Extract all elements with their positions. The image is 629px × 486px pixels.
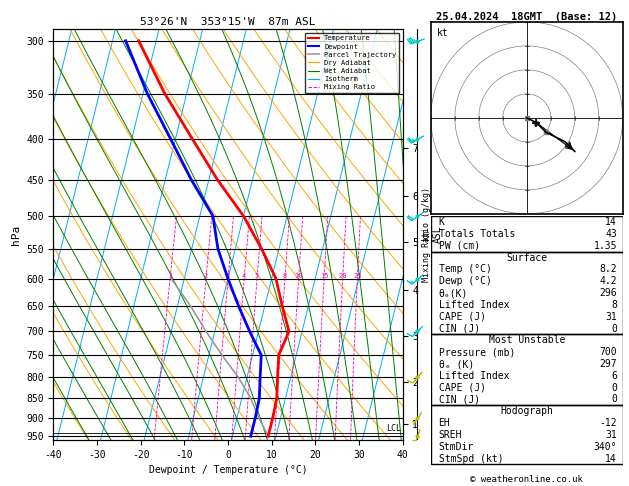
Title: 53°26'N  353°15'W  87m ASL: 53°26'N 353°15'W 87m ASL <box>140 17 316 27</box>
Text: 700: 700 <box>599 347 617 357</box>
Text: Surface: Surface <box>506 253 547 262</box>
Text: kt: kt <box>437 28 448 38</box>
Text: CAPE (J): CAPE (J) <box>438 382 486 393</box>
Text: 25.04.2024  18GMT  (Base: 12): 25.04.2024 18GMT (Base: 12) <box>436 12 618 22</box>
Text: 0: 0 <box>611 382 617 393</box>
Text: 1: 1 <box>168 273 172 278</box>
Text: θₑ(K): θₑ(K) <box>438 288 468 298</box>
Text: Totals Totals: Totals Totals <box>438 229 515 239</box>
Text: 8: 8 <box>283 273 287 278</box>
Text: EH: EH <box>438 418 450 428</box>
Text: 14: 14 <box>605 217 617 227</box>
Text: 8.2: 8.2 <box>599 264 617 275</box>
Text: 31: 31 <box>605 312 617 322</box>
Legend: Temperature, Dewpoint, Parcel Trajectory, Dry Adiabat, Wet Adiabat, Isotherm, Mi: Temperature, Dewpoint, Parcel Trajectory… <box>305 33 399 93</box>
Text: 14: 14 <box>605 453 617 464</box>
Text: 5: 5 <box>255 273 259 278</box>
Text: Dewp (°C): Dewp (°C) <box>438 276 491 286</box>
Text: 3: 3 <box>226 273 230 278</box>
Text: 4.2: 4.2 <box>599 276 617 286</box>
Text: © weatheronline.co.uk: © weatheronline.co.uk <box>470 474 583 484</box>
Text: 8: 8 <box>611 300 617 310</box>
Text: K: K <box>438 217 445 227</box>
Y-axis label: km
ASL: km ASL <box>421 226 443 243</box>
Text: 31: 31 <box>605 430 617 440</box>
Text: Most Unstable: Most Unstable <box>489 335 565 346</box>
Text: 296: 296 <box>599 288 617 298</box>
Text: StmDir: StmDir <box>438 442 474 451</box>
X-axis label: Dewpoint / Temperature (°C): Dewpoint / Temperature (°C) <box>148 465 308 475</box>
Text: 10: 10 <box>294 273 303 278</box>
Text: 340°: 340° <box>593 442 617 451</box>
Text: LCL: LCL <box>386 424 401 434</box>
Text: 1.35: 1.35 <box>593 241 617 251</box>
Text: θₑ (K): θₑ (K) <box>438 359 474 369</box>
Bar <box>431 216 623 252</box>
Bar <box>431 334 623 405</box>
Text: 0: 0 <box>611 324 617 333</box>
Text: 15: 15 <box>320 273 328 278</box>
Text: 20: 20 <box>338 273 347 278</box>
Text: StmSpd (kt): StmSpd (kt) <box>438 453 503 464</box>
Text: 43: 43 <box>605 229 617 239</box>
Text: 4: 4 <box>242 273 247 278</box>
Bar <box>431 252 623 334</box>
Text: Lifted Index: Lifted Index <box>438 371 509 381</box>
Text: Temp (°C): Temp (°C) <box>438 264 491 275</box>
Text: CIN (J): CIN (J) <box>438 324 480 333</box>
Text: Pressure (mb): Pressure (mb) <box>438 347 515 357</box>
Text: 0: 0 <box>611 395 617 404</box>
Text: CIN (J): CIN (J) <box>438 395 480 404</box>
Text: 6: 6 <box>611 371 617 381</box>
Text: CAPE (J): CAPE (J) <box>438 312 486 322</box>
Text: Mixing Ratio (g/kg): Mixing Ratio (g/kg) <box>423 187 431 282</box>
Text: 297: 297 <box>599 359 617 369</box>
Text: Lifted Index: Lifted Index <box>438 300 509 310</box>
Text: SREH: SREH <box>438 430 462 440</box>
Y-axis label: hPa: hPa <box>11 225 21 244</box>
Text: PW (cm): PW (cm) <box>438 241 480 251</box>
Text: Hodograph: Hodograph <box>500 406 554 417</box>
Bar <box>431 405 623 465</box>
Text: 2: 2 <box>204 273 208 278</box>
Text: 25: 25 <box>353 273 362 278</box>
Text: -12: -12 <box>599 418 617 428</box>
